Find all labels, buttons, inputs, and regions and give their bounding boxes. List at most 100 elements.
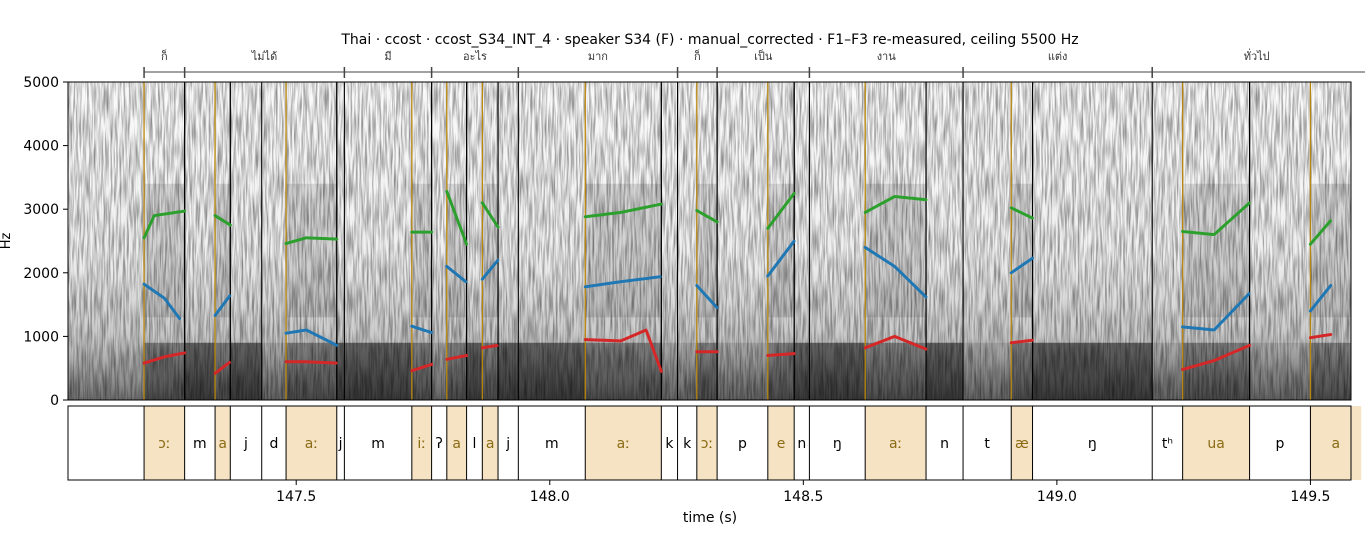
vowel-interval (215, 406, 231, 480)
x-tick-label: 149.0 (1037, 489, 1077, 505)
y-tick-label: 4000 (23, 139, 59, 155)
phone-label: ʔ (436, 436, 443, 452)
spectrogram-frame (67, 81, 1352, 401)
phone-label: aː (305, 436, 318, 452)
f2-track-a (213, 293, 232, 317)
f2-track-a (480, 258, 500, 281)
low-frequency-energy-band (184, 342, 216, 400)
x-axis-label: time (s) (683, 510, 737, 526)
f2-track-ɔː (142, 282, 182, 321)
formant-energy-band (411, 183, 432, 318)
formant-energy-band (696, 183, 718, 318)
phone-label: ɔː (158, 436, 170, 452)
phone-tier: ɔː m a j d aː j m iː ʔ a l a j m aː k k ɔː p e n ŋ aː n t æ ŋ tʰ ua p a (67, 405, 1362, 481)
low-frequency-energy-band (585, 342, 662, 400)
x-tick-label: 148.0 (530, 489, 570, 505)
f3-track-aː (284, 236, 339, 245)
f2-track-aː (583, 275, 663, 289)
phone-label: d (269, 436, 278, 452)
vowel-interval (1310, 406, 1362, 480)
low-frequency-energy-band (767, 342, 795, 400)
formant-tracks (142, 189, 1333, 375)
low-frequency-energy-band (466, 342, 483, 400)
phone-label: ɔː (701, 436, 713, 452)
formant-energy-band (767, 183, 795, 318)
f3-track-a (1308, 219, 1333, 246)
f2-track-a (1308, 284, 1333, 313)
low-frequency-energy-band (1152, 342, 1183, 400)
low-frequency-energy-band (1182, 342, 1250, 400)
low-frequency-energy-band (717, 342, 768, 400)
f3-track-a (213, 214, 232, 227)
f1-track-ua (1181, 343, 1252, 371)
vowel-interval (446, 406, 467, 480)
formant-energy-band (865, 183, 927, 318)
f3-track-aː (863, 195, 928, 214)
low-frequency-energy-band (1249, 342, 1311, 400)
phone-label: m (193, 436, 207, 452)
f1-track-aː (863, 334, 928, 351)
formant-energy-band (144, 183, 185, 318)
low-frequency-energy-band (411, 342, 432, 400)
y-axis-label: Hz (0, 233, 14, 250)
spectrogram-panel (67, 81, 1352, 401)
phone-label: p (738, 436, 747, 452)
vowel-interval (411, 406, 432, 480)
vowel-interval (286, 406, 337, 480)
x-tick-label: 148.5 (783, 489, 823, 505)
low-frequency-energy-band (230, 342, 262, 400)
f3-track-a (480, 201, 500, 229)
f2-track-e (766, 239, 796, 278)
word-label: งาน (877, 50, 897, 63)
phone-label: a (1331, 436, 1340, 452)
f1-track-iː (410, 362, 434, 373)
low-frequency-energy-band (518, 342, 586, 400)
vowel-interval (144, 406, 185, 480)
phone-label: iː (417, 436, 426, 452)
y-tick-label: 1000 (23, 329, 59, 345)
phone-label: tʰ (1162, 436, 1173, 452)
vowel-interval (865, 406, 927, 480)
formant-energy-band (446, 183, 467, 318)
phone-label: j (338, 436, 343, 452)
y-tick-label: 0 (50, 393, 59, 409)
phone-label: ua (1207, 436, 1224, 452)
f3-track-ɔː (695, 209, 719, 224)
f1-track-aː (284, 360, 339, 365)
f1-track-a (1308, 333, 1333, 340)
segment-boundaries (143, 82, 1312, 400)
vowel-interval (482, 406, 499, 480)
phone-label: k (665, 436, 674, 452)
formant-energy-band (1182, 183, 1250, 318)
f3-track-aː (583, 202, 663, 219)
f1-track-e (766, 352, 796, 357)
f3-track-e (766, 191, 796, 230)
low-frequency-energy-band (144, 342, 185, 400)
low-frequency-energy-band (1310, 342, 1351, 400)
phone-label: t (984, 436, 990, 452)
low-frequency-energy-band (1011, 342, 1033, 400)
low-frequency-energy-band (926, 342, 964, 400)
phone-label: æ (1015, 436, 1029, 452)
low-frequency-energy-band (794, 342, 810, 400)
y-axis: 0 1000 2000 3000 4000 5000 (23, 75, 68, 409)
x-axis: 147.5 148.0 148.5 149.0 149.5 (276, 480, 1330, 505)
word-label: มาก (588, 50, 608, 63)
word-label: แต่ง (1048, 50, 1068, 63)
spectrogram-energy-bands (144, 183, 1351, 400)
low-frequency-energy-band (482, 342, 499, 400)
f2-track-ɔː (695, 284, 719, 310)
phone-label: n (940, 436, 949, 452)
low-frequency-energy-band (431, 342, 447, 400)
low-frequency-energy-band (261, 342, 287, 400)
low-frequency-energy-band (677, 342, 697, 400)
phone-label: aː (617, 436, 630, 452)
phone-label: ŋ (833, 436, 842, 452)
f3-track-a (445, 189, 469, 246)
y-tick-label: 3000 (23, 202, 59, 218)
phone-label: l (473, 436, 477, 452)
word-label: ไม่ได้ (251, 50, 277, 63)
f3-track-ua (1181, 201, 1252, 237)
